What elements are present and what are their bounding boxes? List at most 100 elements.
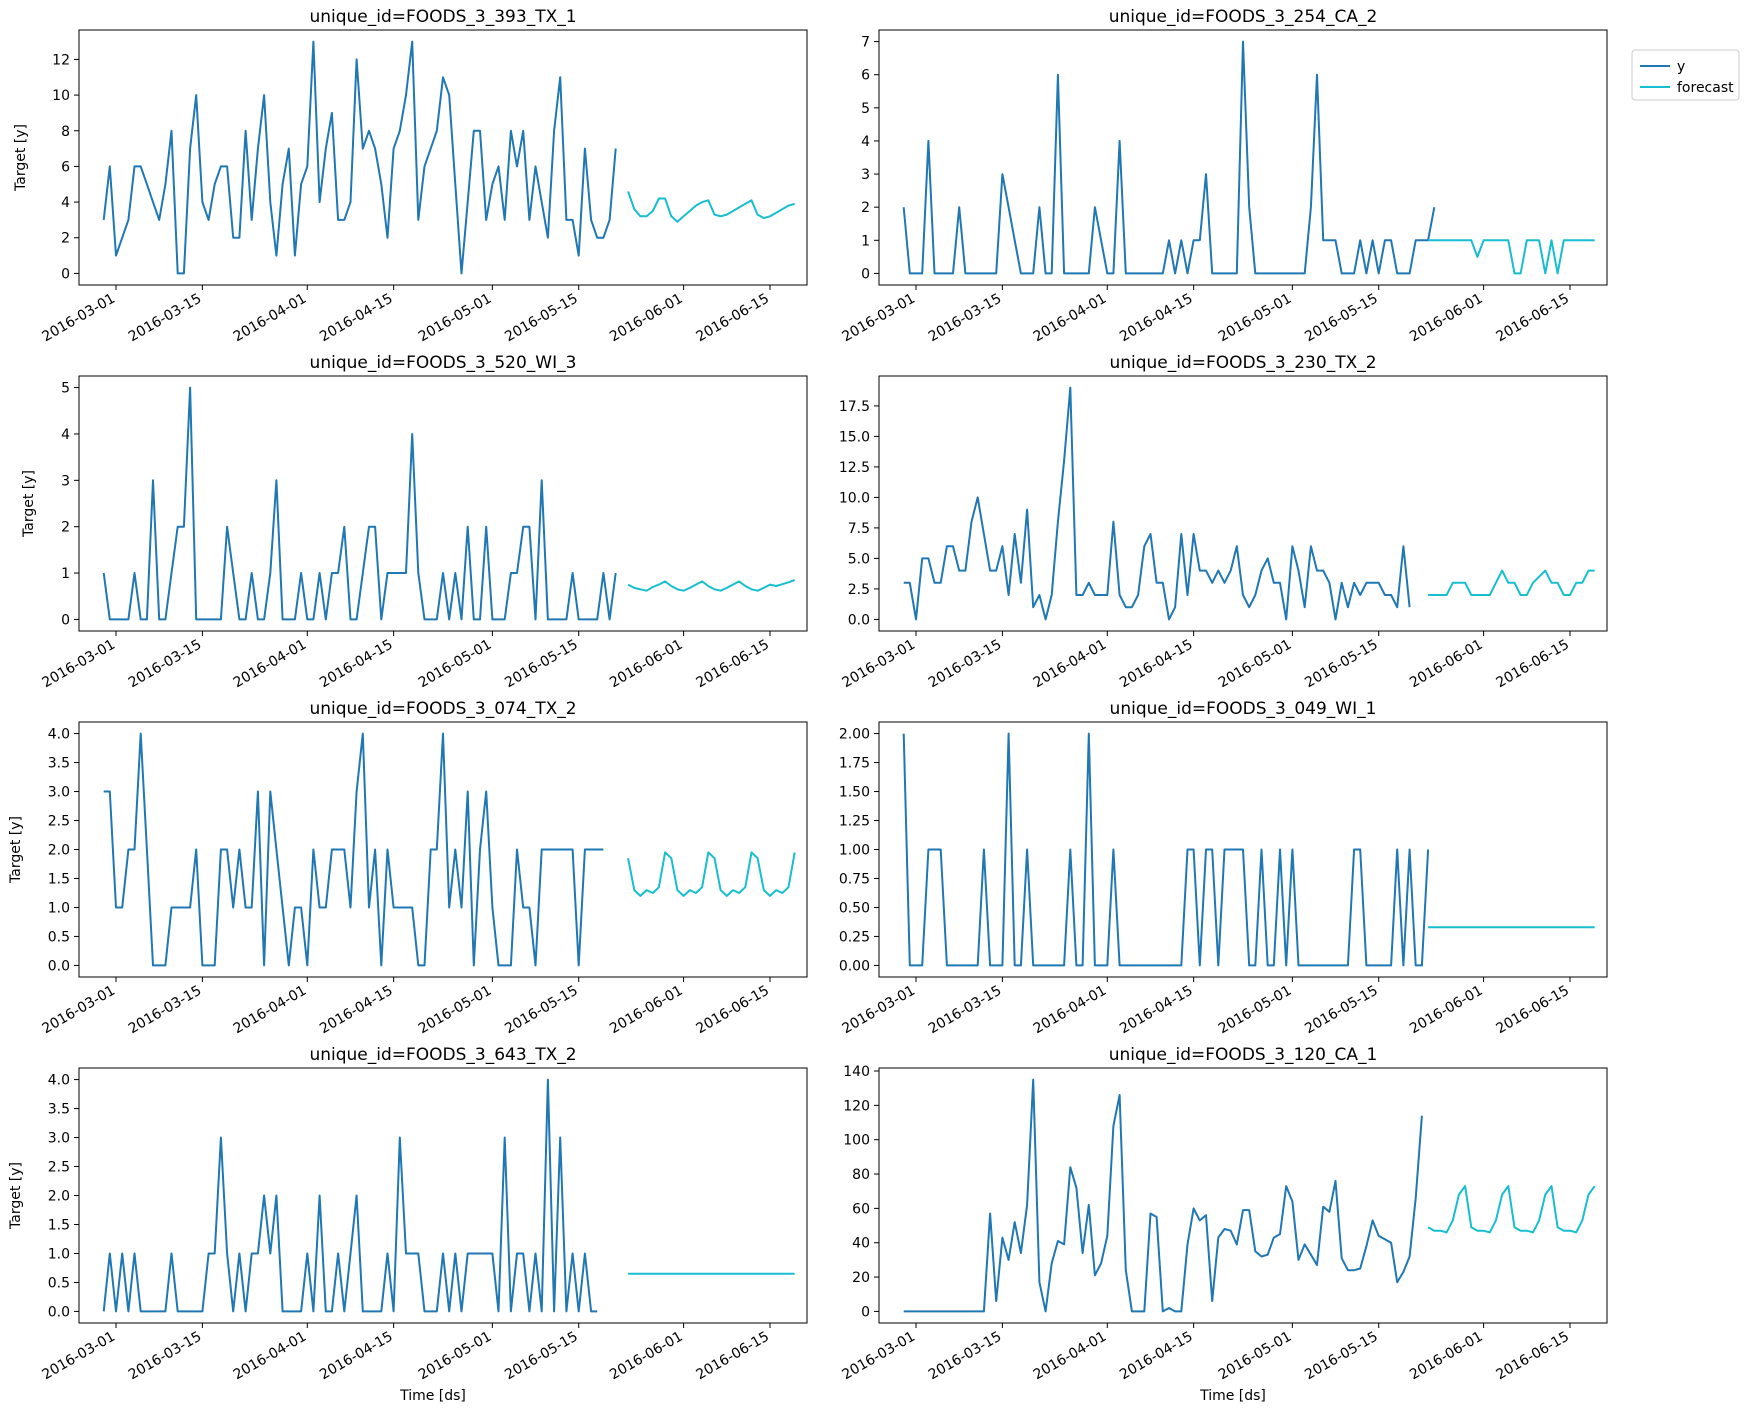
series-layer (903, 386, 1595, 621)
y-tick-label: 0.0 (48, 1304, 70, 1320)
subplot-4: unique_id=FOODS_3_074_TX_2 Target [y] 0.… (8, 699, 808, 1038)
y-tick-label: 2.0 (48, 1189, 70, 1205)
y-tick-label: 2.5 (48, 814, 70, 830)
x-tick-label: 2016-03-01 (840, 637, 918, 692)
x-tick-label: 2016-03-15 (926, 1329, 1004, 1384)
series-layer (902, 732, 1595, 967)
y-tick-label: 10.0 (839, 490, 870, 506)
y-tick-label: 100 (843, 1133, 870, 1149)
x-tick-label: 2016-03-01 (840, 1329, 918, 1384)
y-tick-label: 2 (61, 520, 70, 536)
y-tick-label: 1.5 (48, 1217, 70, 1233)
subplot-6: unique_id=FOODS_3_643_TX_2 Target [y] Ti… (8, 1045, 808, 1404)
x-tick-label: 2016-04-01 (231, 1329, 309, 1384)
x-tick-label: 2016-04-15 (1117, 983, 1195, 1038)
x-tick-label: 2016-05-15 (1302, 983, 1380, 1038)
series-line-forecast (1427, 1185, 1596, 1234)
x-tick-label: 2016-06-15 (1494, 637, 1572, 692)
series-line-forecast (1428, 569, 1595, 596)
x-tick-label: 2016-06-15 (1494, 1329, 1572, 1384)
series-layer (102, 386, 796, 621)
x-tick-label: 2016-05-01 (1216, 637, 1294, 692)
x-tick-label: 2016-05-01 (1216, 983, 1294, 1038)
y-tick-label: 3.0 (48, 1131, 70, 1147)
x-tick-label: 2016-03-15 (926, 637, 1004, 692)
x-tick-label: 2016-04-15 (317, 1329, 395, 1384)
y-tick-label: 3 (861, 167, 870, 183)
series-layer (103, 732, 796, 967)
x-tick-label: 2016-05-15 (1302, 291, 1380, 346)
tick-layer: 0.00 0.25 0.50 0.75 1.00 1.25 1.50 1.75 2.00 2016… (839, 727, 1572, 1038)
y-tick-label: 0.0 (848, 612, 870, 628)
y-tick-label: 3.5 (48, 756, 70, 772)
x-tick-label: 2016-04-01 (1031, 291, 1109, 346)
x-tick-label: 2016-05-15 (502, 1329, 580, 1384)
y-tick-label: 0.00 (839, 958, 870, 974)
x-tick-label: 2016-04-15 (317, 983, 395, 1038)
y-tick-label: 4 (61, 195, 70, 211)
chart-title: unique_id=FOODS_3_230_TX_2 (1109, 353, 1376, 373)
plot-frame (878, 1067, 1608, 1324)
x-tick-label: 2016-05-15 (502, 291, 580, 346)
series-layer (902, 40, 1595, 275)
series-line-y (102, 40, 617, 275)
subplot-3: unique_id=FOODS_3_230_TX_2 0.0 2.5 5.0 7.5 1… (839, 353, 1608, 692)
x-tick-label: 2016-04-01 (1031, 1329, 1109, 1384)
y-tick-label: 1.00 (839, 843, 870, 859)
y-tick-label: 1.50 (839, 785, 870, 801)
y-tick-label: 0.5 (48, 929, 70, 945)
x-tick-label: 2016-05-01 (416, 1329, 494, 1384)
legend-label-y: y (1677, 59, 1685, 75)
y-tick-label: 1.75 (839, 756, 870, 772)
x-tick-label: 2016-05-15 (1302, 637, 1380, 692)
x-tick-label: 2016-06-15 (1494, 291, 1572, 346)
y-tick-label: 4.0 (48, 727, 70, 743)
x-tick-label: 2016-04-15 (317, 291, 395, 346)
x-tick-label: 2016-03-15 (126, 1329, 204, 1384)
x-tick-label: 2016-06-01 (607, 1329, 685, 1384)
x-tick-label: 2016-04-01 (231, 291, 309, 346)
x-tick-label: 2016-06-15 (694, 983, 772, 1038)
y-tick-label: 5 (861, 101, 870, 117)
y-tick-label: 120 (843, 1098, 870, 1114)
y-axis-label: Target [y] (8, 816, 24, 884)
x-tick-label: 2016-06-01 (607, 291, 685, 346)
legend: y forecast (1631, 49, 1740, 101)
y-tick-label: 3.5 (48, 1102, 70, 1118)
series-layer (102, 1078, 795, 1313)
y-tick-label: 1.0 (48, 1246, 70, 1262)
x-tick-label: 2016-03-15 (126, 291, 204, 346)
y-tick-label: 5.0 (848, 551, 870, 567)
x-tick-label: 2016-06-15 (1494, 983, 1572, 1038)
x-tick-label: 2016-04-01 (231, 983, 309, 1038)
x-tick-label: 2016-06-01 (1407, 291, 1485, 346)
x-axis-label: Time [ds] (1199, 1388, 1266, 1404)
x-tick-label: 2016-05-15 (502, 983, 580, 1038)
series-line-y (903, 1078, 1423, 1313)
x-tick-label: 2016-03-15 (126, 637, 204, 692)
x-tick-label: 2016-06-01 (1407, 983, 1485, 1038)
subplot-7: unique_id=FOODS_3_120_CA_1 Time [ds] 0 20… (840, 1045, 1608, 1404)
x-tick-label: 2016-04-15 (1117, 291, 1195, 346)
x-tick-label: 2016-06-01 (607, 983, 685, 1038)
x-tick-label: 2016-03-15 (926, 983, 1004, 1038)
x-tick-label: 2016-05-01 (416, 637, 494, 692)
series-line-y (103, 732, 604, 967)
y-tick-label: 0.0 (48, 958, 70, 974)
x-tick-label: 2016-06-01 (1407, 1329, 1485, 1384)
series-line-forecast (627, 579, 796, 592)
subplot-2: unique_id=FOODS_3_520_WI_3 Target [y] 0 1… (21, 353, 808, 692)
x-tick-label: 2016-05-01 (1216, 291, 1294, 346)
y-tick-label: 7 (861, 35, 870, 51)
y-tick-label: 0 (61, 612, 70, 628)
y-tick-label: 15.0 (839, 429, 870, 445)
series-line-forecast (627, 851, 796, 897)
x-tick-label: 2016-03-15 (926, 291, 1004, 346)
x-tick-label: 2016-05-01 (1216, 1329, 1294, 1384)
y-axis-label: Target [y] (21, 470, 37, 538)
series-layer (102, 40, 795, 275)
y-tick-label: 17.5 (839, 399, 870, 415)
